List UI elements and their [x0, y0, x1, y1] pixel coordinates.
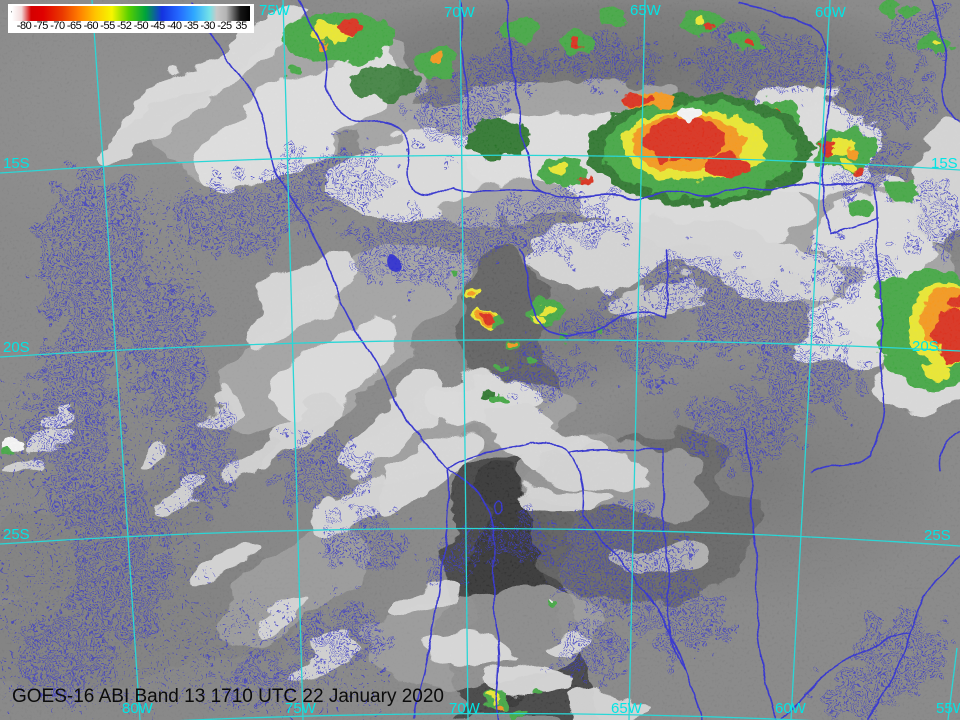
colorbar-tick: -40	[167, 20, 182, 32]
colorbar-tick: 35	[235, 20, 247, 32]
colorbar-tick: -35	[183, 20, 199, 32]
colorbar-tick: -60	[83, 20, 99, 32]
color-scale-bar: °C -80-75-70-65-60-55-52-50-45-40-35-30-…	[8, 4, 254, 33]
colorbar-tick: -80	[16, 20, 32, 32]
colorbar-tick: -75	[33, 20, 48, 32]
colorbar-tick: -25	[217, 20, 232, 32]
colorbar-tick: -50	[133, 20, 149, 32]
colorbar-tick: -70	[50, 20, 65, 32]
image-caption: GOES-16 ABI Band 13 1710 UTC 22 January …	[12, 686, 444, 707]
colorbar-tick: -30	[200, 20, 215, 32]
colorbar-tick: -45	[150, 20, 165, 32]
colorbar-tick: -65	[66, 20, 82, 32]
colorbar-tick: -55	[100, 20, 115, 32]
colorbar-ticks: -80 -75 -70 -65 -60 -55 -52 -50 -45 -40 -35 -30 -25 3…	[8, 20, 254, 33]
colorbar-tick: -52	[116, 20, 132, 32]
colorbar-gradient	[12, 6, 250, 21]
